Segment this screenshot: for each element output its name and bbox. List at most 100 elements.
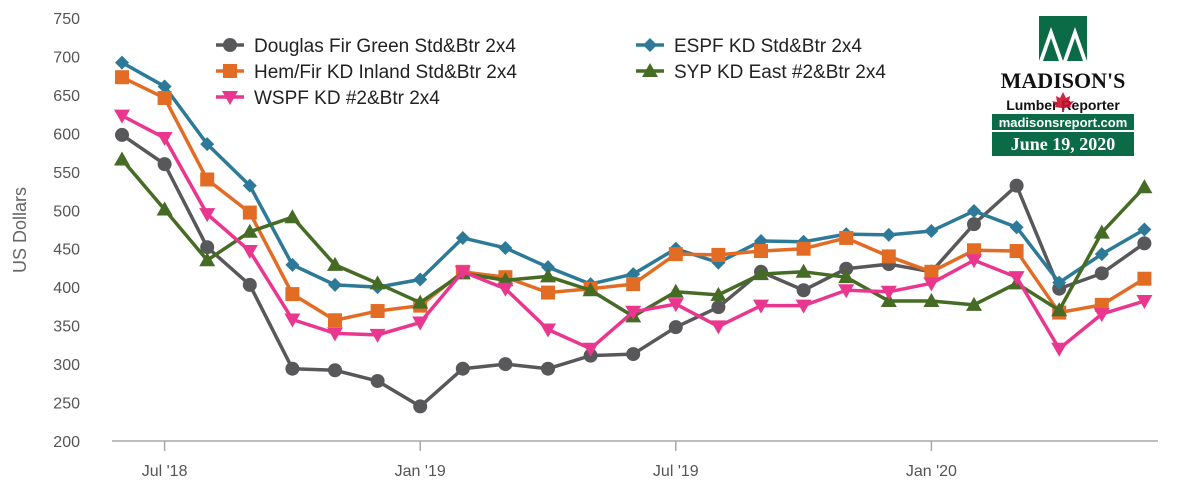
legend-item: Hem/Fir KD Inland Std&Btr 2x4	[216, 62, 517, 83]
y-tick-label: 300	[53, 357, 80, 374]
data-point	[284, 209, 301, 224]
data-point	[966, 254, 982, 269]
data-point	[327, 327, 343, 342]
data-point	[241, 245, 258, 260]
data-point	[924, 224, 939, 239]
data-point	[541, 285, 555, 300]
legend-label: WSPF KD #2&Btr 2x4	[254, 88, 440, 109]
logo-brand: MADISON'S	[1001, 68, 1126, 93]
data-point	[285, 361, 300, 376]
data-point	[795, 299, 812, 314]
data-point	[242, 205, 257, 220]
data-point	[498, 240, 513, 255]
data-point	[1137, 222, 1152, 237]
legend-swatch-marker	[223, 64, 237, 78]
data-point	[881, 249, 896, 264]
madisons-mark-icon	[1039, 16, 1087, 61]
legend: Douglas Fir Green Std&Btr 2x4 ESPF KD Std…	[216, 36, 886, 109]
data-point	[199, 208, 216, 223]
data-point	[1008, 271, 1025, 286]
legend-swatch-marker	[223, 38, 237, 52]
legend-label: ESPF KD Std&Btr 2x4	[674, 36, 862, 57]
data-point	[242, 178, 257, 193]
y-axis-title: US Dollars	[10, 187, 30, 273]
data-point	[369, 275, 386, 290]
y-tick-label: 600	[53, 126, 80, 143]
data-point	[200, 172, 215, 187]
data-point	[710, 286, 727, 301]
data-point	[753, 266, 769, 281]
data-point	[1094, 266, 1109, 281]
data-point	[668, 247, 683, 262]
data-point	[284, 313, 301, 328]
data-point	[540, 268, 556, 283]
data-point	[412, 294, 429, 309]
data-point	[369, 328, 386, 343]
data-point	[114, 151, 130, 166]
data-point	[241, 223, 258, 238]
data-point	[923, 293, 940, 308]
data-point	[115, 55, 129, 70]
data-point	[1136, 179, 1153, 194]
data-point	[455, 230, 470, 245]
data-point	[328, 313, 342, 328]
x-tick-label: Jan '19	[395, 463, 446, 480]
data-point	[1009, 220, 1024, 235]
data-point	[1136, 295, 1153, 310]
legend-swatch-marker	[222, 91, 238, 105]
data-point	[242, 277, 257, 292]
logo-date: June 19, 2020	[1011, 134, 1116, 154]
y-tick-label: 500	[53, 203, 80, 220]
series-3	[114, 151, 1153, 323]
y-tick-label: 650	[53, 88, 80, 105]
data-point	[413, 399, 428, 414]
y-tick-label: 450	[53, 242, 80, 259]
madisons-logo: MADISON'S Lumber Reporter madisonsreport…	[988, 12, 1138, 162]
data-point	[626, 347, 641, 362]
logo-website: madisonsreport.com	[999, 115, 1128, 130]
data-point	[839, 230, 854, 245]
data-point	[668, 320, 683, 335]
data-point	[200, 240, 215, 255]
data-point	[967, 217, 981, 232]
data-point	[412, 316, 429, 331]
data-point	[1137, 236, 1152, 251]
data-point	[923, 277, 940, 292]
y-tick-label: 400	[53, 280, 80, 297]
series-0	[115, 127, 1152, 414]
data-point	[667, 298, 684, 313]
data-point	[328, 363, 342, 378]
data-point	[454, 265, 471, 280]
legend-item: Douglas Fir Green Std&Btr 2x4	[216, 36, 516, 57]
data-point	[115, 70, 129, 85]
data-point	[839, 261, 854, 276]
data-point	[497, 282, 514, 297]
data-point	[370, 374, 385, 389]
data-point	[1009, 244, 1024, 259]
data-point	[156, 131, 173, 146]
data-point	[498, 357, 513, 372]
data-point	[754, 244, 768, 259]
data-point	[157, 157, 172, 172]
data-point	[966, 296, 982, 311]
data-point	[1093, 308, 1110, 323]
legend-item: SYP KD East #2&Btr 2x4	[636, 62, 886, 83]
data-point	[157, 90, 172, 105]
y-tick-label: 750	[53, 11, 80, 28]
data-point	[1052, 275, 1067, 290]
data-point	[796, 241, 811, 256]
series-4	[114, 109, 1153, 357]
x-tick-label: Jul '19	[653, 463, 699, 480]
legend-label: Douglas Fir Green Std&Btr 2x4	[254, 36, 516, 57]
data-point	[328, 277, 342, 292]
data-point	[796, 283, 811, 298]
legend-swatch-marker	[642, 63, 658, 77]
data-point	[200, 137, 215, 152]
data-point	[285, 287, 300, 302]
data-point	[667, 283, 684, 298]
data-point	[540, 323, 556, 338]
data-point	[711, 300, 726, 315]
legend-swatch-marker	[643, 38, 657, 52]
data-point	[881, 227, 896, 242]
